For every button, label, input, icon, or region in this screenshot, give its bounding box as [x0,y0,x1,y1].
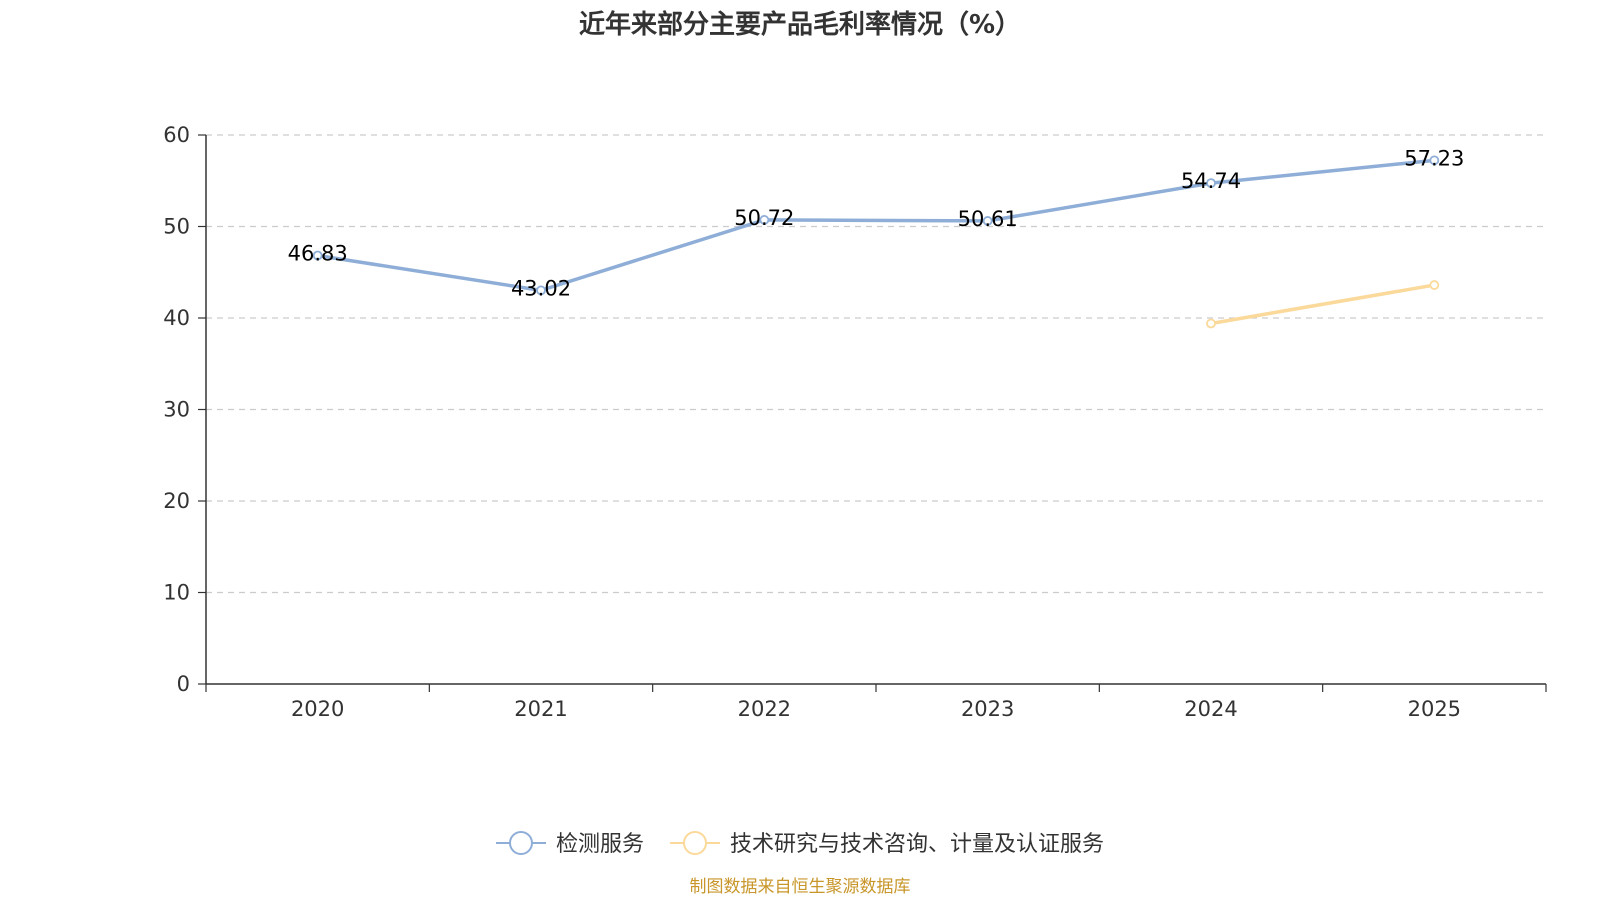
legend-label: 检测服务 [556,832,644,857]
data-point [1206,318,1216,329]
x-tick-label: 2022 [738,697,791,721]
y-tick-label: 10 [163,581,190,605]
data-point [982,216,993,226]
data-point [759,215,770,225]
source-note: 制图数据来自恒生聚源数据库 [690,877,911,897]
data-point [312,250,323,261]
data-label: 46.83 [288,242,348,266]
x-tick-label: 2023 [961,697,1014,721]
legend-label: 技术研究与技术咨询、计量及认证服务 [730,832,1104,857]
x-tick-label: 2021 [514,697,567,721]
data-label-layer: 46.83 43.02 50.72 50.61 54.74 57.23 [288,146,1465,300]
axis-layer: 0 10 20 30 40 50 60 2020 2021 2022 2023 2024 2025 [163,123,1547,721]
y-tick-label: 40 [163,306,190,330]
y-tick-label: 60 [163,123,190,147]
data-point [536,285,546,296]
series-layer [312,155,1440,329]
legend: 检测服务 技术研究与技术咨询、计量及认证服务 [495,831,1104,857]
y-tick-label: 20 [163,489,190,513]
legend-marker [508,831,533,855]
y-tick-label: 50 [163,215,190,239]
series-line-2 [1209,283,1437,326]
data-point [1429,280,1440,290]
data-label: 54.74 [1181,169,1241,193]
chart-title: 近年来部分主要产品毛利率情况（%） [579,9,1021,40]
data-point [1429,155,1440,166]
y-tick-label: 0 [177,672,190,696]
x-tick-label: 2020 [291,697,344,721]
data-label: 50.72 [734,206,794,230]
data-label: 57.23 [1404,146,1464,170]
data-label: 50.61 [958,207,1018,231]
y-tick-label: 30 [163,398,190,422]
grid-layer [206,134,1546,594]
legend-marker [683,831,707,855]
series-line-1 [315,158,1437,293]
data-point [1206,178,1216,189]
data-label: 43.02 [511,276,571,300]
x-tick-label: 2025 [1408,697,1461,721]
x-tick-label: 2024 [1184,697,1237,721]
